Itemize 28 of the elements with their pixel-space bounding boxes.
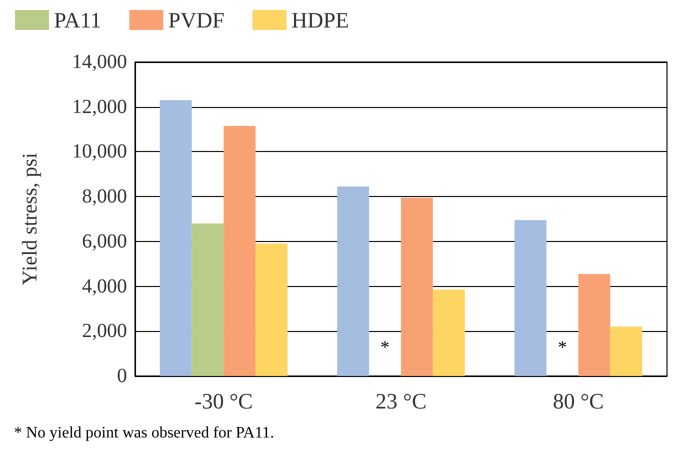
y-tick-label: 10,000: [72, 140, 127, 163]
bar: [337, 186, 370, 376]
bar: [160, 100, 192, 376]
annotation: *: [380, 336, 390, 357]
y-tick-label: 0: [117, 365, 127, 387]
y-tick-label: 4,000: [82, 275, 127, 298]
y-tick-label: 2,000: [82, 320, 127, 342]
x-tick-label: 80 °C: [552, 388, 604, 414]
bar: [578, 274, 610, 376]
x-tick-label: 23 °C: [376, 388, 426, 414]
legend-label: PVDF: [168, 8, 225, 32]
y-tick-label: 14,000: [72, 51, 127, 73]
legend-label: HDPE: [292, 8, 349, 32]
bar: [401, 198, 433, 376]
bar: [432, 290, 465, 376]
bar: [192, 223, 224, 376]
bar: [610, 326, 642, 376]
y-tick-label: 12,000: [72, 96, 127, 118]
bar: [224, 126, 256, 376]
y-axis-title: Yield stress, psi: [18, 152, 42, 286]
bar: [514, 220, 546, 376]
x-tick-label: -30 °C: [194, 388, 253, 414]
y-tick-label: 6,000: [82, 230, 127, 252]
annotation: *: [558, 336, 567, 357]
bar: [256, 244, 288, 376]
y-tick-label: 8,000: [82, 186, 127, 208]
legend-label: PA11: [54, 8, 102, 32]
text: * No yield point was observed for PA11.: [14, 424, 274, 442]
